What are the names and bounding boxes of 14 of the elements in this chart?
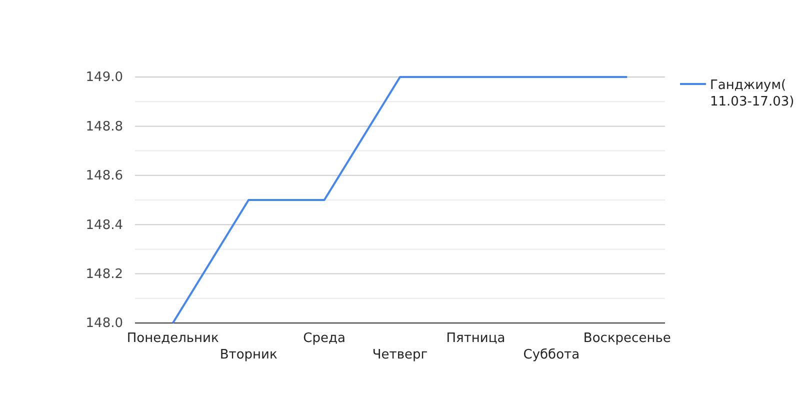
y-tick-label: 148.4 [86,218,123,233]
x-tick-label: Четверг [372,347,428,362]
y-tick-label: 148.0 [86,316,123,332]
y-tick-label: 148.2 [86,266,123,282]
x-tick-label: Суббота [523,347,580,362]
x-tick-label: Вторник [220,347,278,362]
y-tick-label: 148.6 [86,168,123,184]
x-tick-label: Среда [303,331,346,346]
x-tick-label: Воскресенье [583,331,671,346]
x-tick-label: Пятница [446,331,506,346]
legend-label: Ганджиум( 11.03-17.03) [710,78,794,110]
x-tick-label: Понедельник [126,331,219,346]
y-tick-label: 149.0 [86,70,123,86]
y-tick-label: 148.8 [86,119,123,134]
